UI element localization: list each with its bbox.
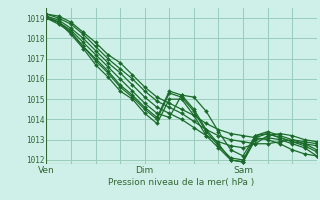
X-axis label: Pression niveau de la mer( hPa ): Pression niveau de la mer( hPa ) — [108, 178, 255, 187]
